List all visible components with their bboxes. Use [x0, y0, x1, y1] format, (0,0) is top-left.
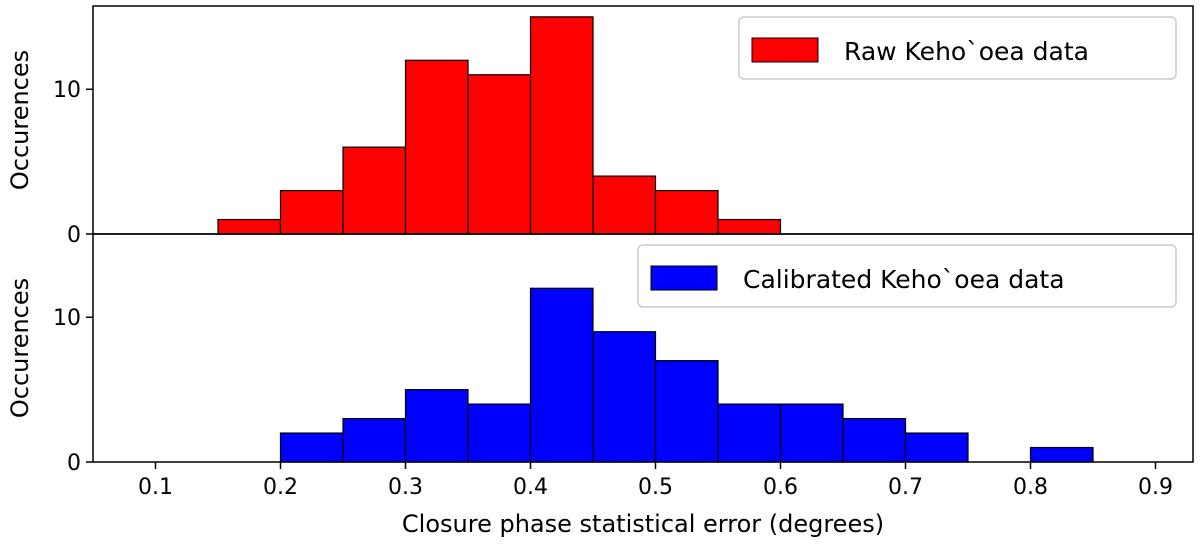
top-y-ticks: 0 10 — [53, 78, 93, 248]
bottom-legend-box — [637, 244, 1177, 308]
bottom-histogram-bar — [1029, 446, 1094, 463]
bottom-histogram-bar — [842, 417, 907, 463]
bottom-histogram-bar — [404, 389, 469, 463]
bottom-histogram-bar — [529, 287, 594, 463]
top-y-axis-label: Occurences — [6, 50, 34, 190]
top-histogram-bar — [217, 218, 282, 235]
x-tick-label: 0.1 — [138, 475, 173, 500]
bottom-histogram-bar — [342, 417, 407, 463]
x-tick-label: 0.8 — [1013, 475, 1048, 500]
bottom-legend-label: Calibrated Keho`oea data — [743, 265, 1065, 294]
top-legend-box — [738, 16, 1177, 80]
bottom-histogram-bar — [904, 432, 969, 463]
top-bars — [217, 16, 782, 235]
bottom-axes-frame — [92, 233, 1194, 463]
bottom-y-axis-label: Occurences — [6, 278, 34, 418]
top-histogram-bar — [342, 146, 407, 235]
x-tick-label: 0.5 — [638, 475, 673, 500]
bottom-histogram-bar — [279, 432, 344, 463]
x-tick-label: 0.2 — [263, 475, 298, 500]
top-histogram-bar — [592, 175, 657, 235]
top-y-tick-label: 10 — [53, 78, 81, 103]
x-tick-label: 0.9 — [1138, 475, 1173, 500]
bottom-y-ticks: 0 10 — [53, 306, 93, 476]
x-tick-label: 0.4 — [513, 475, 548, 500]
bottom-y-tick-label: 10 — [53, 306, 81, 331]
top-histogram-bar — [467, 74, 532, 235]
bottom-legend: Calibrated Keho`oea data — [637, 244, 1177, 308]
x-tick-label: 0.7 — [888, 475, 923, 500]
top-legend-label: Raw Keho`oea data — [844, 37, 1089, 66]
bottom-histogram-bar — [592, 331, 657, 463]
bottom-histogram-bar — [717, 403, 782, 463]
bottom-bars — [279, 287, 1094, 463]
top-panel: 0 10 Occurences Raw Keho`oea data — [6, 5, 1194, 248]
x-tick-label: 0.6 — [763, 475, 798, 500]
x-axis-label: Closure phase statistical error (degrees… — [402, 510, 884, 538]
top-legend: Raw Keho`oea data — [738, 16, 1177, 80]
bottom-panel: 0 10 Occurences Calibrated Keho`oea data — [6, 233, 1194, 476]
x-axis-ticks: 0.1 0.2 0.3 0.4 0.5 0.6 0.7 0.8 0.9 — [138, 462, 1173, 500]
top-histogram-bar — [404, 59, 469, 235]
x-tick-label: 0.3 — [388, 475, 423, 500]
bottom-legend-swatch — [650, 265, 718, 291]
bottom-histogram-bar — [654, 360, 719, 463]
top-histogram-bar — [279, 189, 344, 235]
top-histogram-bar — [717, 218, 782, 235]
top-histogram-bar — [654, 189, 719, 235]
bottom-y-tick-label: 0 — [67, 451, 81, 476]
top-y-tick-label: 0 — [67, 223, 81, 248]
top-histogram-bar — [529, 16, 594, 235]
top-legend-swatch — [751, 37, 819, 63]
bottom-histogram-bar — [779, 403, 844, 463]
bottom-histogram-bar — [467, 403, 532, 463]
